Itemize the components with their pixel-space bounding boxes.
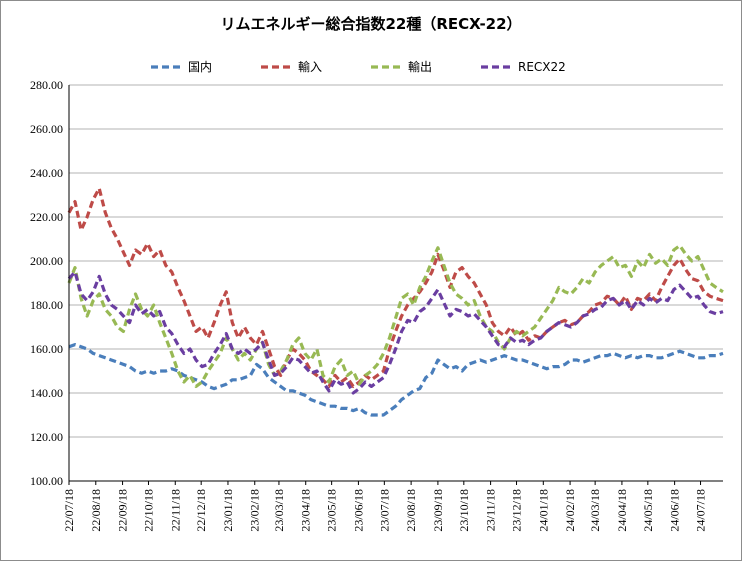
x-tick-label: 22/12/18	[194, 489, 208, 532]
y-tick-label: 100.00	[30, 474, 63, 488]
series-line-国内	[68, 343, 724, 417]
x-tick-label: 23/01/18	[221, 489, 235, 532]
x-tick-label: 24/01/18	[536, 489, 550, 532]
axes	[68, 85, 723, 485]
legend-label: 輸入	[298, 59, 322, 74]
y-tick-label: 260.00	[30, 122, 63, 136]
series-line-RECX22	[67, 270, 724, 395]
series-lines	[67, 186, 724, 417]
x-tick-label: 23/05/18	[325, 489, 339, 532]
x-tick-label: 23/09/18	[431, 489, 445, 532]
x-tick-label: 24/03/18	[588, 489, 602, 532]
y-tick-label: 140.00	[30, 386, 63, 400]
x-tick-label: 23/08/18	[404, 489, 418, 532]
x-tick-label: 23/10/18	[457, 489, 471, 532]
x-tick-label: 23/03/18	[272, 489, 286, 532]
x-tick-label: 23/11/18	[484, 489, 498, 531]
gridlines	[69, 84, 723, 438]
y-tick-label: 220.00	[30, 210, 63, 224]
y-tick-label: 180.00	[30, 298, 63, 312]
y-tick-label: 160.00	[30, 342, 63, 356]
x-tick-label: 24/07/18	[694, 489, 708, 532]
x-tick-label: 23/07/18	[377, 489, 391, 532]
x-tick-label: 23/04/18	[299, 489, 313, 532]
y-tick-label: 120.00	[30, 430, 63, 444]
legend-label: RECX22	[518, 60, 566, 74]
x-tick-label: 24/02/18	[563, 489, 577, 532]
x-tick-label: 22/09/18	[116, 489, 130, 532]
x-tick-label: 24/05/18	[641, 489, 655, 532]
y-tick-label: 280.00	[30, 78, 63, 92]
x-tick-label: 24/06/18	[668, 489, 682, 532]
x-tick-label: 22/07/18	[62, 489, 76, 532]
y-tick-label: 200.00	[30, 254, 63, 268]
y-axis-tick-labels: 100.00 120.00 140.00 160.00 180.00 200.00 220.…	[30, 78, 63, 488]
x-axis-tick-labels: 22/07/18 22/08/18 22/09/18 22/10/18 22/11/18…	[62, 489, 708, 532]
x-tick-label: 24/04/18	[615, 489, 629, 532]
x-tick-label: 22/10/18	[141, 489, 155, 532]
x-tick-label: 22/08/18	[89, 489, 103, 532]
legend: 国内 輸入 輸出 RECX22	[151, 59, 566, 74]
x-tick-label: 23/06/18	[351, 489, 365, 532]
series-line-輸出	[67, 244, 724, 388]
x-tick-label: 22/11/18	[168, 489, 182, 531]
x-tick-label: 23/02/18	[248, 489, 262, 532]
series-line-輸入	[67, 186, 724, 388]
y-tick-label: 240.00	[30, 166, 63, 180]
chart-title: リムエネルギー総合指数22種（RECX-22）	[220, 15, 521, 33]
legend-label: 輸出	[408, 59, 432, 74]
legend-label: 国内	[188, 60, 212, 74]
x-tick-label: 23/12/18	[510, 489, 524, 532]
